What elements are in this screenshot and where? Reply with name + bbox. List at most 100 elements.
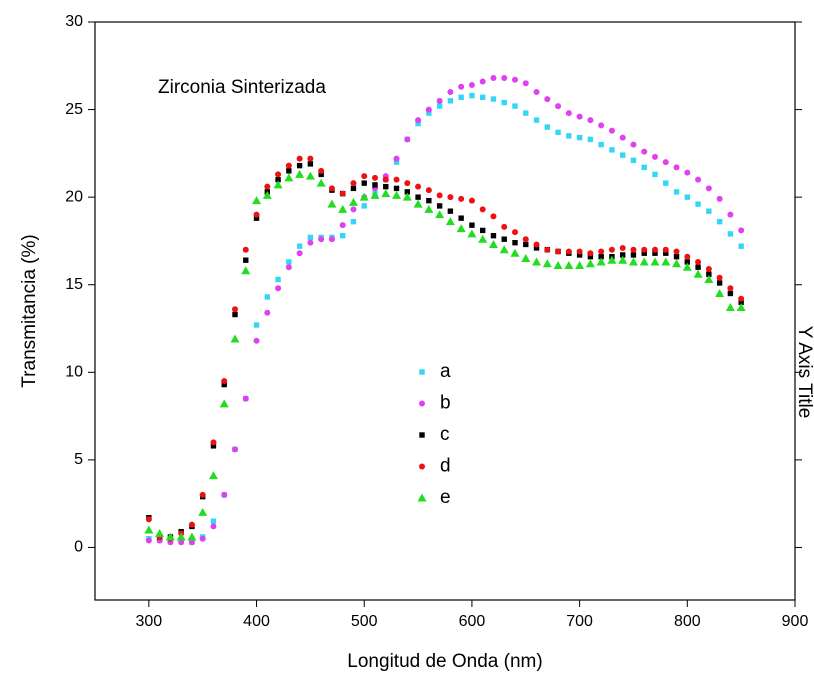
data-point	[673, 254, 680, 260]
data-point	[609, 147, 615, 153]
data-point	[210, 439, 217, 446]
data-point	[727, 290, 734, 297]
data-point	[522, 80, 529, 87]
data-point	[242, 395, 249, 402]
data-point	[598, 141, 604, 148]
data-point	[716, 195, 723, 202]
data-point	[350, 180, 357, 187]
data-point	[361, 180, 367, 186]
data-point	[628, 257, 638, 266]
data-point	[393, 176, 400, 183]
data-point	[512, 76, 518, 83]
x-tick-label: 300	[135, 613, 162, 630]
y-tick-label: 30	[65, 13, 83, 30]
data-point	[576, 113, 583, 120]
data-point	[318, 171, 324, 178]
y-tick-label: 0	[74, 539, 83, 556]
data-point	[178, 539, 185, 546]
data-point	[695, 258, 702, 265]
data-point	[576, 248, 583, 255]
data-point	[328, 185, 335, 192]
legend-label: e	[440, 487, 451, 508]
data-point	[542, 259, 552, 268]
data-point	[221, 491, 228, 498]
data-point	[533, 89, 540, 96]
data-point	[458, 83, 465, 90]
legend-label: a	[440, 361, 451, 382]
data-point	[662, 246, 669, 253]
data-point	[716, 274, 723, 281]
data-point	[585, 259, 595, 268]
y-tick-label: 15	[65, 276, 83, 293]
data-point	[684, 259, 691, 265]
data-point	[436, 103, 443, 109]
data-point	[339, 232, 346, 239]
data-point	[243, 257, 249, 263]
data-point	[458, 94, 464, 101]
x-axis-title: Longitud de Onda (nm)	[347, 651, 542, 672]
data-point	[639, 257, 649, 266]
data-point	[738, 243, 744, 249]
data-point	[523, 110, 529, 116]
data-point	[510, 248, 520, 257]
data-point	[706, 271, 712, 277]
data-point	[199, 491, 206, 498]
data-point	[575, 260, 585, 269]
data-point	[458, 215, 464, 221]
data-point	[630, 252, 637, 258]
data-point	[425, 187, 432, 194]
data-point	[338, 204, 348, 213]
data-point	[435, 210, 445, 219]
data-point	[264, 183, 271, 190]
data-point	[327, 199, 337, 208]
data-point	[275, 176, 281, 183]
data-point	[736, 302, 746, 311]
x-tick-label: 500	[351, 613, 378, 630]
x-tick-label: 900	[782, 613, 809, 630]
legend-marker	[419, 400, 425, 407]
data-point	[275, 276, 281, 283]
data-point	[307, 239, 314, 246]
data-point	[210, 443, 217, 449]
data-point	[264, 309, 271, 316]
data-point	[445, 217, 455, 226]
data-point	[521, 253, 531, 262]
data-point	[673, 164, 680, 171]
data-point	[618, 255, 628, 264]
annotation: Zirconia Sinterizada	[158, 77, 326, 98]
data-point	[501, 99, 507, 106]
data-point	[447, 194, 454, 201]
data-point	[361, 203, 367, 209]
data-point	[295, 169, 305, 178]
data-point	[415, 183, 422, 190]
data-point	[176, 532, 186, 541]
data-point	[727, 285, 734, 292]
data-point	[426, 110, 432, 116]
data-point	[393, 155, 400, 162]
data-point	[404, 180, 411, 187]
data-point	[350, 218, 357, 225]
data-point	[307, 234, 314, 241]
data-point	[468, 82, 475, 89]
data-point	[533, 245, 540, 251]
data-point	[286, 168, 292, 174]
data-point	[673, 248, 680, 255]
data-point	[242, 246, 249, 253]
data-point	[684, 169, 691, 176]
data-point	[553, 260, 563, 269]
data-point	[232, 306, 238, 313]
data-point	[253, 215, 260, 221]
data-point	[544, 96, 551, 103]
data-point	[738, 299, 744, 305]
data-point	[598, 248, 605, 255]
data-point	[501, 236, 507, 242]
legend-label: d	[440, 456, 451, 477]
data-point	[144, 525, 154, 534]
data-point	[587, 117, 594, 124]
data-point	[587, 254, 594, 260]
data-point	[565, 110, 572, 117]
legend-marker	[419, 463, 425, 470]
y2-axis-title: Y Axis Title	[794, 326, 814, 419]
data-point	[512, 229, 518, 236]
data-point	[501, 223, 508, 230]
